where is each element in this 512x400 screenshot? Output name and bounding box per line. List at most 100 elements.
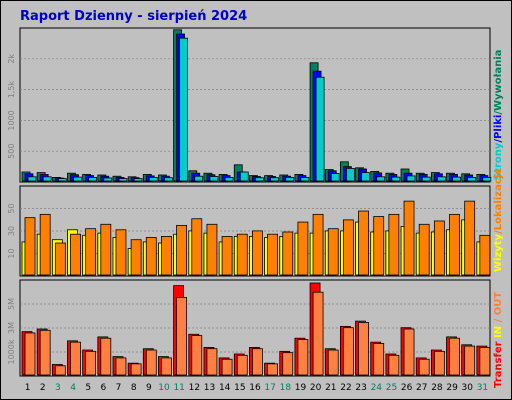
y-tick-label: 50 — [7, 203, 16, 213]
bar-out-day-30 — [464, 345, 476, 376]
bar-lokalizacje-day-22 — [342, 219, 354, 276]
bar-lokalizacje-day-24 — [373, 216, 385, 276]
x-tick-label-day-6: 6 — [101, 383, 107, 393]
bar-out-day-11 — [176, 297, 188, 376]
bar-lokalizacje-day-3 — [54, 242, 66, 276]
bar-strony-day-4 — [73, 176, 82, 182]
bar-lokalizacje-day-30 — [464, 200, 476, 276]
bar-out-day-22 — [342, 327, 354, 376]
legend-pages: Strony — [493, 142, 504, 180]
x-tick-label-day-24: 24 — [371, 383, 383, 393]
bar-out-day-1 — [24, 332, 36, 376]
bar-out-day-29 — [449, 337, 460, 376]
panel-frame — [19, 27, 491, 183]
bar-lokalizacje-day-10 — [161, 236, 172, 276]
bar-out-day-4 — [70, 341, 81, 376]
bar-out-day-9 — [145, 349, 157, 376]
bar-lokalizacje-day-1 — [24, 217, 36, 276]
y-tick-label: 30 — [7, 226, 16, 236]
bar-out-day-26 — [403, 328, 415, 376]
x-tick-label-day-9: 9 — [146, 383, 152, 393]
bar-strony-day-11 — [179, 37, 189, 182]
x-tick-label-day-29: 29 — [446, 383, 458, 393]
bar-out-day-19 — [297, 339, 309, 376]
bar-lokalizacje-day-4 — [70, 233, 81, 276]
bar-strony-day-22 — [345, 167, 355, 182]
bar-lokalizacje-day-27 — [418, 223, 430, 276]
bar-out-day-21 — [327, 349, 339, 376]
bar-lokalizacje-day-6 — [100, 223, 112, 276]
x-tick-label-day-3: 3 — [55, 383, 61, 393]
bar-strony-day-19 — [300, 176, 310, 182]
bar-strony-day-13 — [209, 176, 219, 182]
legend-separator: / — [493, 230, 504, 234]
y-tick-label: 1000 — [7, 110, 16, 130]
y-tick-label: 1,5k — [7, 81, 16, 99]
bar-strony-day-1 — [27, 176, 37, 182]
bar-lokalizacje-day-11 — [176, 224, 188, 276]
bar-lokalizacje-day-14 — [221, 236, 233, 276]
bar-out-day-20 — [312, 291, 324, 376]
bar-strony-day-6 — [103, 177, 113, 182]
legend-separator: / — [493, 139, 504, 143]
x-tick-label-day-19: 19 — [295, 383, 307, 393]
x-tick-label-day-20: 20 — [310, 383, 322, 393]
bar-strony-day-27 — [421, 176, 431, 182]
bar-lokalizacje-day-5 — [85, 228, 97, 276]
chart-title: Raport Dzienny - sierpień 2024 — [20, 9, 247, 24]
y-tick-label: 10 — [7, 248, 16, 258]
bar-out-day-28 — [433, 350, 445, 376]
y-tick-label: 3M — [7, 322, 16, 334]
bar-strony-day-5 — [88, 176, 98, 182]
legend-hits: Wywołania — [493, 50, 504, 111]
bar-strony-day-31 — [482, 176, 492, 182]
bar-lokalizacje-day-28 — [433, 220, 445, 276]
legend-separator: / — [493, 315, 504, 326]
bar-strony-day-21 — [330, 173, 340, 182]
bar-strony-day-14 — [224, 176, 234, 182]
x-tick-label-day-5: 5 — [85, 383, 91, 393]
x-tick-label-day-22: 22 — [340, 383, 351, 393]
bar-strony-day-8 — [133, 178, 143, 182]
bar-out-day-18 — [282, 352, 294, 376]
bar-strony-day-16 — [255, 177, 264, 182]
bar-lokalizacje-day-25 — [388, 213, 400, 276]
x-axis-day-labels: 1 2 3 4 5 6 7 8 9 10 11 12 13 14 15 16 17 18 19 20 21 22 23 24 2… — [25, 383, 488, 393]
x-tick-label-day-13: 13 — [204, 383, 215, 393]
bar-lokalizacje-day-16 — [252, 230, 263, 276]
legend-visits: Wizyty — [493, 233, 504, 272]
legend-group: Transfer IN / OUT — [493, 292, 504, 388]
bar-out-day-31 — [479, 346, 491, 376]
legend-out: OUT — [493, 292, 504, 316]
legend-group: Strony/Pliki/Wywołania — [493, 50, 504, 180]
bar-strony-day-25 — [391, 176, 401, 182]
bar-out-day-27 — [418, 358, 430, 376]
bar-out-day-13 — [206, 348, 218, 376]
bar-lokalizacje-day-12 — [191, 218, 203, 276]
x-tick-label-day-26: 26 — [401, 383, 413, 393]
y-tick-label: 500 — [7, 144, 16, 159]
bar-out-day-14 — [221, 358, 233, 376]
bar-lokalizacje-day-7 — [115, 229, 127, 276]
y-tick-label: 1000k — [7, 339, 16, 364]
bar-out-day-10 — [161, 357, 172, 376]
bar-lokalizacje-day-21 — [327, 228, 339, 276]
x-tick-label-day-7: 7 — [116, 383, 122, 393]
bar-out-day-25 — [388, 354, 400, 376]
bar-out-day-6 — [100, 337, 112, 376]
bar-strony-day-2 — [42, 176, 52, 182]
legend: Strony/Pliki/WywołaniaWizyty/Lokalizacje… — [493, 50, 504, 388]
bar-out-day-3 — [54, 365, 66, 376]
x-tick-label-day-23: 23 — [355, 383, 366, 393]
bar-strony-day-24 — [376, 176, 386, 182]
bar-strony-day-26 — [406, 175, 416, 182]
x-tick-label-day-16: 16 — [249, 383, 261, 393]
x-tick-label-day-4: 4 — [70, 383, 76, 393]
bar-out-day-24 — [373, 343, 385, 376]
bar-lokalizacje-day-9 — [145, 237, 157, 276]
bar-lokalizacje-day-31 — [479, 234, 491, 276]
bar-lokalizacje-day-29 — [449, 213, 460, 276]
panel-visits-sites: 10 30 50 — [7, 185, 491, 277]
bar-strony-day-29 — [452, 176, 461, 182]
